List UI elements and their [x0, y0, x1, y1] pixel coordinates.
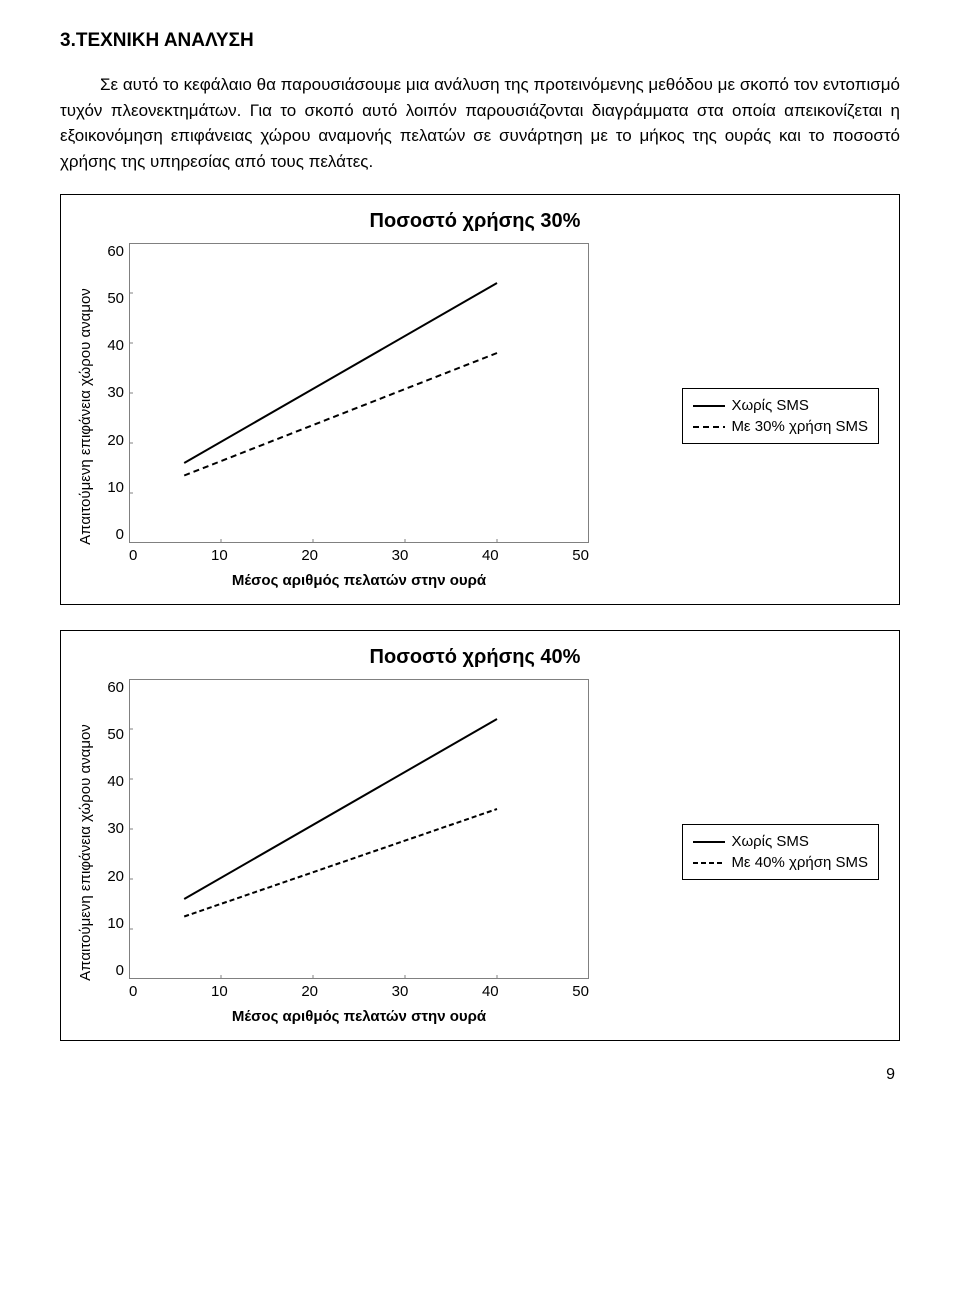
- ytick-label: 0: [99, 962, 124, 979]
- chart-30pct: Ποσοστό χρήσης 30% Απαιτούμενη επιφάνεια…: [60, 194, 900, 605]
- ytick-label: 20: [99, 868, 124, 885]
- legend: Χωρίς SMS Με 30% χρήση SMS: [682, 388, 879, 444]
- body-text: Σε αυτό το κεφάλαιο θα παρουσιάσουμε μια…: [60, 72, 900, 174]
- yticks: 60 50 40 30 20 10 0: [99, 243, 129, 543]
- ytick-label: 60: [99, 243, 124, 260]
- xlabel: Μέσος αριθμός πελατών στην ουρά: [129, 1008, 589, 1025]
- ytick-label: 50: [99, 290, 124, 307]
- xtick-label: 0: [129, 547, 137, 564]
- ytick-label: 40: [99, 337, 124, 354]
- ytick-label: 40: [99, 773, 124, 790]
- chart-40pct: Ποσοστό χρήσης 40% Απαιτούμενη επιφάνεια…: [60, 630, 900, 1041]
- xtick-label: 10: [211, 983, 228, 1000]
- plot-svg: [129, 243, 589, 543]
- ylabel: Απαιτούμενη επιφάνεια χώρου αναμον: [77, 724, 94, 981]
- xtick-label: 30: [392, 547, 409, 564]
- ytick-label: 0: [99, 526, 124, 543]
- legend: Χωρίς SMS Με 40% χρήση SMS: [682, 824, 879, 880]
- legend-item: Χωρίς SMS: [693, 831, 868, 852]
- ylabel-wrap: Απαιτούμενη επιφάνεια χώρου αναμον: [71, 266, 99, 566]
- xticks: 0 10 20 30 40 50: [129, 543, 589, 564]
- ytick-label: 10: [99, 479, 124, 496]
- legend-label: Χωρίς SMS: [731, 397, 808, 414]
- ytick-label: 20: [99, 432, 124, 449]
- xtick-label: 50: [572, 547, 589, 564]
- legend-label: Με 40% χρήση SMS: [731, 854, 868, 871]
- ytick-label: 50: [99, 726, 124, 743]
- yticks: 60 50 40 30 20 10 0: [99, 679, 129, 979]
- xtick-label: 40: [482, 547, 499, 564]
- ylabel-wrap: Απαιτούμενη επιφάνεια χώρου αναμον: [71, 702, 99, 1002]
- ytick-label: 30: [99, 820, 124, 837]
- ytick-label: 30: [99, 384, 124, 401]
- xtick-label: 40: [482, 983, 499, 1000]
- xtick-label: 0: [129, 983, 137, 1000]
- xtick-label: 20: [301, 547, 318, 564]
- legend-item: Με 40% χρήση SMS: [693, 852, 868, 873]
- xtick-label: 10: [211, 547, 228, 564]
- legend-label: Με 30% χρήση SMS: [731, 418, 868, 435]
- xlabel: Μέσος αριθμός πελατών στην ουρά: [129, 572, 589, 589]
- legend-item: Με 30% χρήση SMS: [693, 416, 868, 437]
- page-number: 9: [60, 1066, 900, 1084]
- xticks: 0 10 20 30 40 50: [129, 979, 589, 1000]
- xtick-label: 50: [572, 983, 589, 1000]
- ytick-label: 60: [99, 679, 124, 696]
- ylabel: Απαιτούμενη επιφάνεια χώρου αναμον: [77, 288, 94, 545]
- section-title: 3.ΤΕΧΝΙΚΗ ΑΝΑΛΥΣΗ: [60, 30, 900, 52]
- xtick-label: 30: [392, 983, 409, 1000]
- plot-svg: [129, 679, 589, 979]
- ytick-label: 10: [99, 915, 124, 932]
- chart-title: Ποσοστό χρήσης 30%: [71, 210, 879, 233]
- legend-item: Χωρίς SMS: [693, 395, 868, 416]
- xtick-label: 20: [301, 983, 318, 1000]
- chart-title: Ποσοστό χρήσης 40%: [71, 646, 879, 669]
- legend-label: Χωρίς SMS: [731, 833, 808, 850]
